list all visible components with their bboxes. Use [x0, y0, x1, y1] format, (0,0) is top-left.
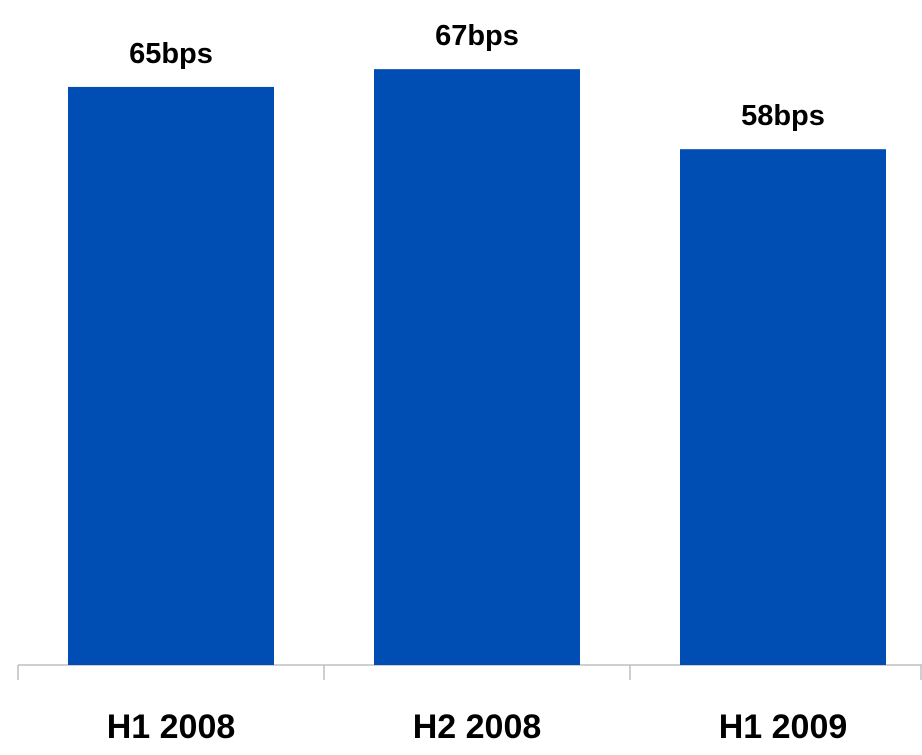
value-label: 58bps — [741, 100, 825, 132]
value-label: 65bps — [129, 38, 213, 70]
bar — [680, 149, 886, 666]
bar — [374, 69, 580, 665]
x-tick-label: H2 2008 — [413, 708, 542, 746]
value-label: 67bps — [435, 20, 519, 52]
bar — [68, 86, 274, 665]
x-tick-label: H1 2008 — [107, 708, 236, 746]
x-tick-label: H1 2009 — [719, 708, 848, 746]
